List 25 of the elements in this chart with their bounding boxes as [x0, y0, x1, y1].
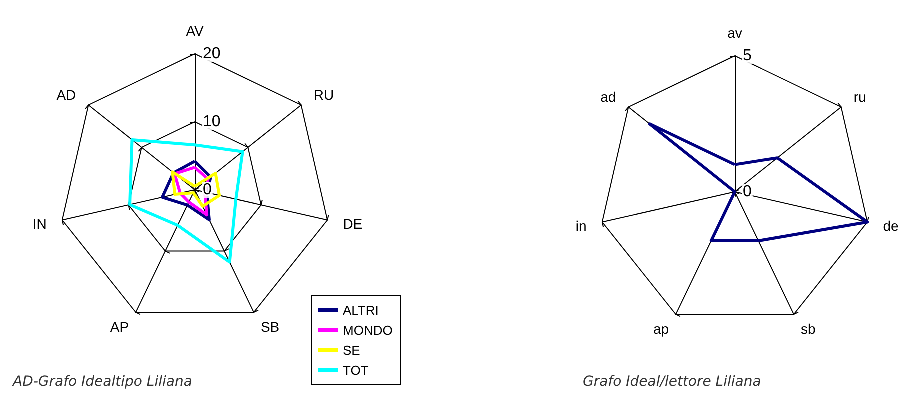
- spoke-label: ap: [653, 320, 670, 337]
- spoke-label: AP: [110, 318, 130, 335]
- y-tick-label: 0: [743, 184, 752, 200]
- legend-label: MONDO: [343, 323, 393, 338]
- y-tick-label: 20: [203, 46, 221, 62]
- spoke-label: ru: [854, 89, 866, 106]
- spoke-label: av: [728, 25, 742, 41]
- text: AD-Grafo Idealtipo Liliana: [12, 374, 192, 390]
- spoke-label: DE: [343, 216, 363, 232]
- spoke-label: de: [883, 218, 899, 234]
- y-tick-label: 10: [203, 114, 221, 130]
- spoke-label: sb: [800, 320, 816, 337]
- spoke-label: SB: [260, 318, 280, 335]
- y-tick-label: 5: [743, 48, 752, 64]
- spoke-label: AD: [56, 87, 76, 104]
- legend-label: ALTRI: [343, 303, 379, 318]
- y-tick-label: 0: [203, 182, 212, 198]
- spoke-label: IN: [32, 216, 47, 232]
- spoke-label: ad: [600, 89, 616, 106]
- legend-label: TOT: [343, 363, 369, 378]
- legend-label: SE: [343, 343, 361, 358]
- text: Grafo Ideal/lettore Liliana: [583, 374, 762, 390]
- spoke-label: in: [576, 218, 587, 234]
- spoke-label: AV: [186, 23, 204, 39]
- spoke-label: RU: [314, 87, 334, 104]
